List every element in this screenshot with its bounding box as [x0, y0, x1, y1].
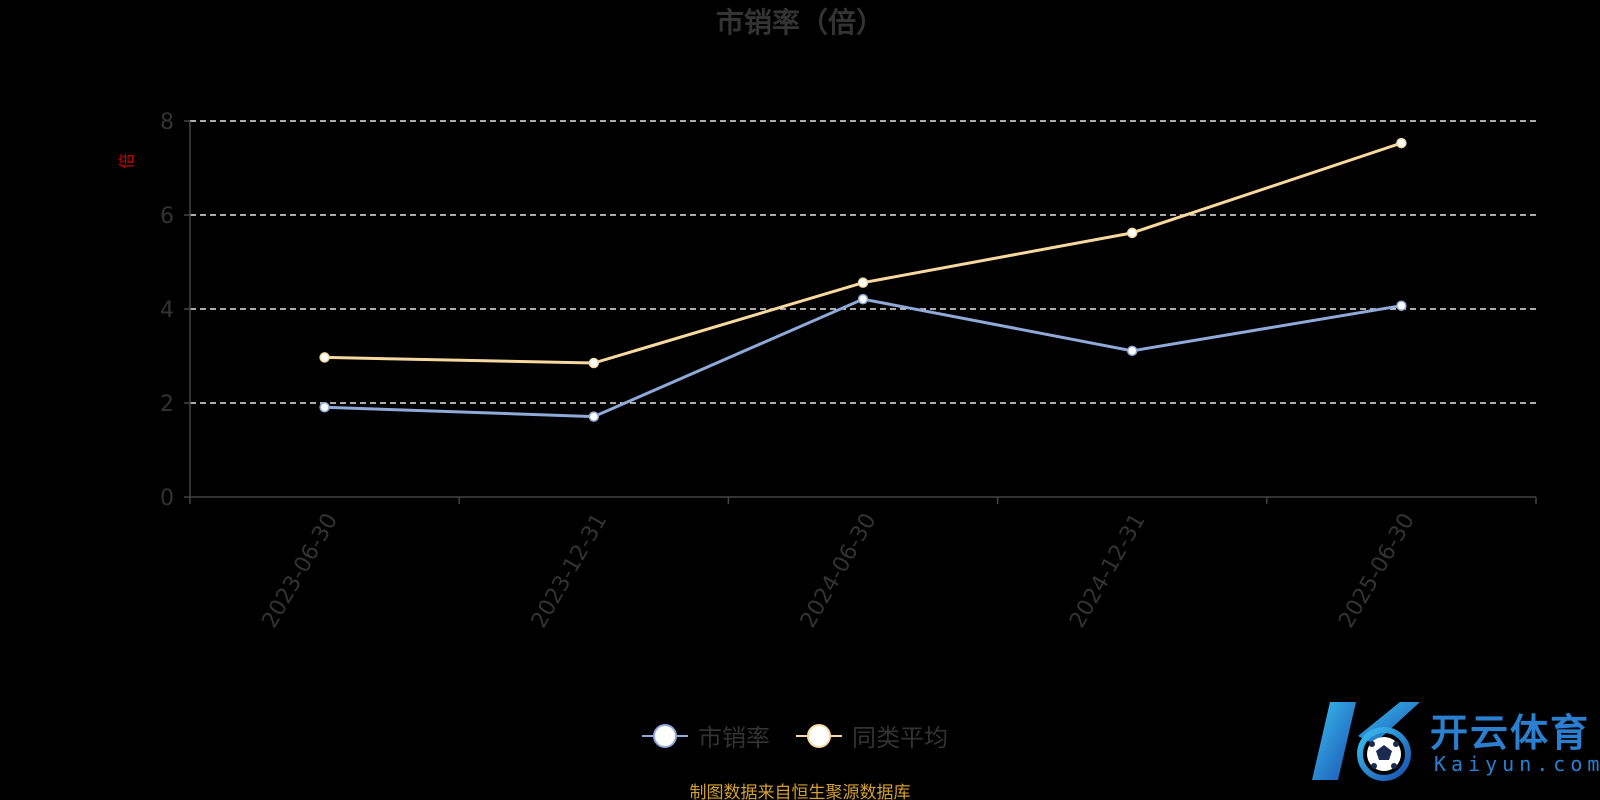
series-0-point: [588, 411, 600, 422]
series-1-point: [1126, 227, 1138, 239]
x-tick-label: 2023-12-31: [527, 509, 613, 632]
series-1-point: [1396, 137, 1407, 149]
series-lines: [319, 137, 1407, 422]
legend-marker-icon: [642, 723, 688, 748]
series-1-point: [319, 352, 330, 363]
axes: [184, 120, 1537, 504]
watermark-brand-cn: 开云体育: [1430, 711, 1591, 755]
legend-label: 同类平均: [852, 724, 948, 752]
series-0-point: [1396, 300, 1407, 311]
x-tick-label: 2024-06-30: [796, 509, 882, 632]
legend-item-series-0[interactable]: 市销率: [640, 718, 770, 753]
y-tick-label: 4: [160, 298, 174, 323]
series-0-point: [857, 293, 869, 305]
y-tick-label: 2: [160, 392, 174, 417]
y-tick-label: 6: [160, 204, 174, 229]
grid-lines: [190, 120, 1536, 404]
series-0-point: [319, 401, 330, 413]
series-line-0: [324, 297, 1402, 419]
x-tick-label: 2024-12-31: [1065, 509, 1151, 632]
watermark: 开云体育 Kaiyun.com: [1308, 696, 1599, 786]
y-tick-label: 0: [160, 486, 174, 511]
tick-labels: 0 2 4 6 8 2023-06-30 2023-12-31 2024-06-30 2024-…: [160, 110, 1420, 632]
series-1-point: [857, 277, 869, 288]
legend-label: 市销率: [698, 724, 770, 752]
legend-item-series-1[interactable]: 同类平均: [794, 718, 948, 753]
x-tick-label: 2023-06-30: [258, 509, 344, 632]
x-tick-label: 2025-06-30: [1334, 509, 1420, 632]
legend-marker-icon: [796, 723, 842, 748]
series-1-point: [588, 357, 600, 369]
series-0-point: [1126, 345, 1138, 357]
source-note: 制图数据来自恒生聚源数据库: [689, 783, 911, 800]
watermark-brand-en: Kaiyun.com: [1434, 752, 1600, 776]
legend: 市销率 同类平均: [640, 718, 948, 753]
series-line-1: [324, 141, 1402, 365]
y-tick-label: 8: [160, 110, 174, 135]
k-soccer-logo-icon: [1312, 702, 1420, 781]
chart-title: 市销率（倍）: [716, 6, 884, 39]
y-axis-label: 倍: [117, 153, 136, 169]
